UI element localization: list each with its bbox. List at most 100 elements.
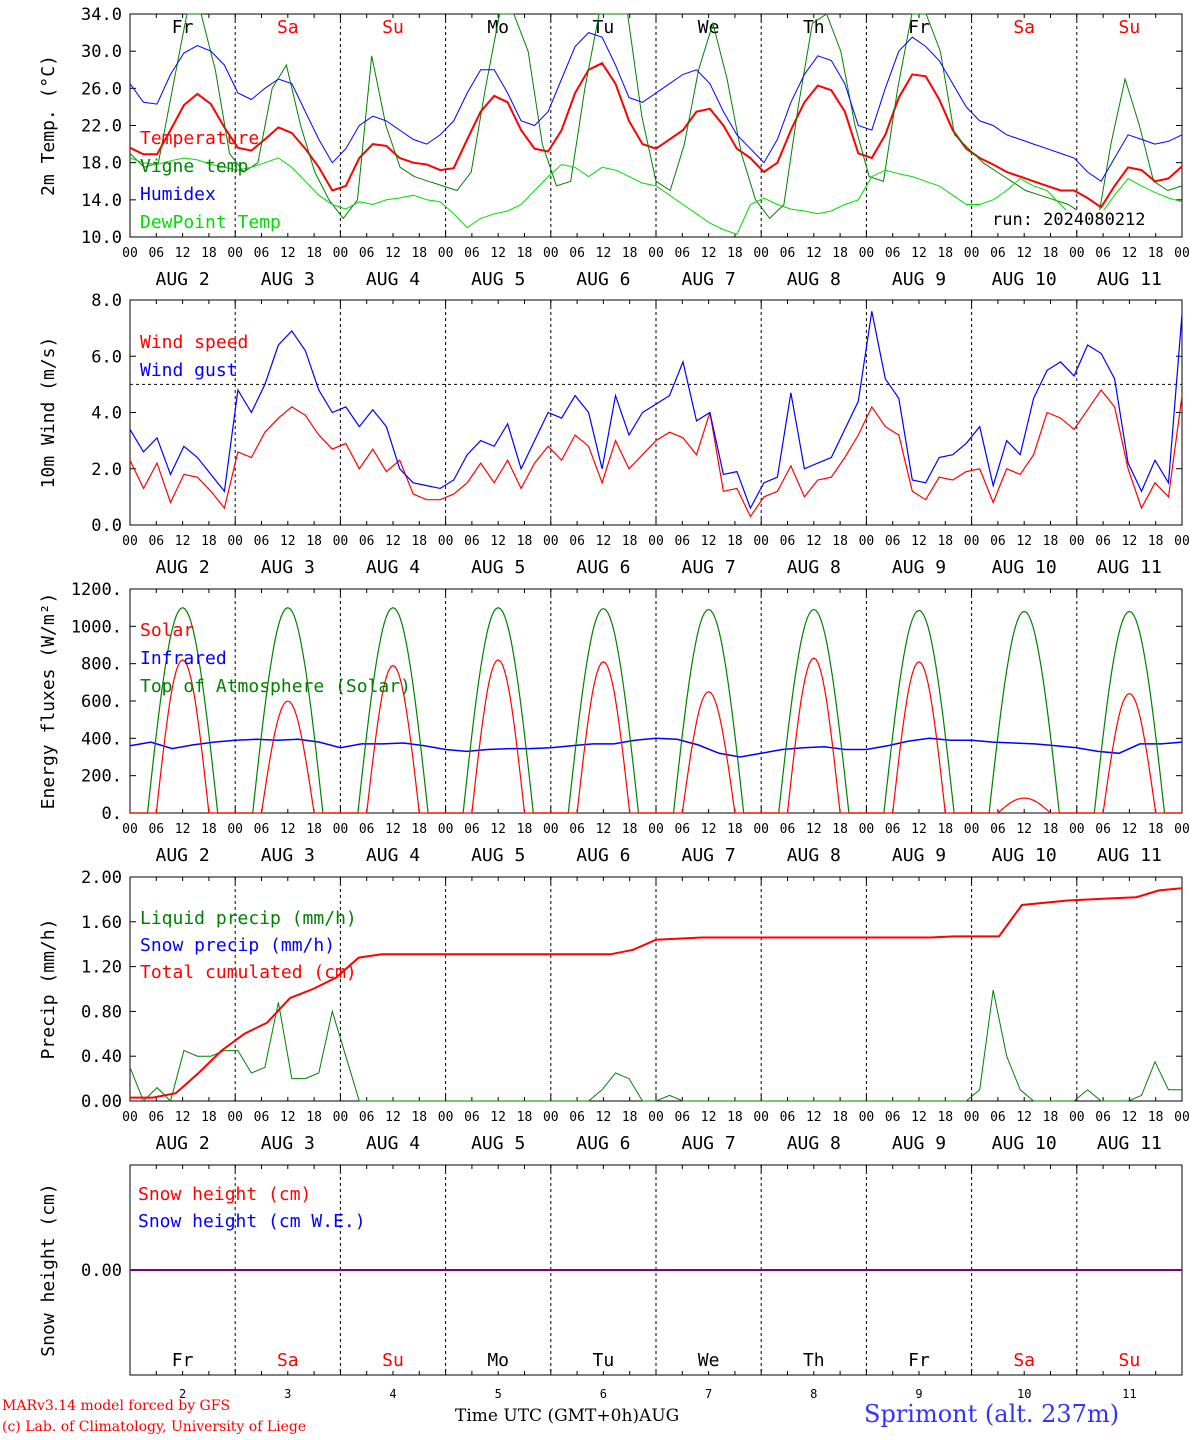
panel-3-hour-label: 18 bbox=[517, 822, 533, 837]
panel-4-date-label: AUG 4 bbox=[366, 1133, 420, 1154]
panel-3-hour-label: 12 bbox=[596, 822, 612, 837]
panel-2-date-label: AUG 7 bbox=[682, 557, 736, 578]
weekday-label-top: Su bbox=[1119, 17, 1141, 38]
panel-3-hour-label: 06 bbox=[990, 822, 1006, 837]
panel-1-hour-label: 12 bbox=[385, 246, 401, 261]
panel-4-hour-label: 12 bbox=[1122, 1110, 1138, 1125]
wind-series-wind-gust bbox=[129, 311, 1183, 510]
panel-1-date-label: AUG 3 bbox=[261, 269, 315, 290]
weekday-label-top: Fr bbox=[908, 17, 930, 38]
panel-2-hour-label: 00 bbox=[964, 534, 980, 549]
panel-3-y-tick-label: 1200. bbox=[71, 580, 122, 600]
temp-series-temperature bbox=[129, 61, 1183, 209]
panel-2-date-label: AUG 3 bbox=[261, 557, 315, 578]
panel-2-date-label: AUG 8 bbox=[787, 557, 841, 578]
panel-1-hour-label: 18 bbox=[937, 246, 953, 261]
panel-4-hour-label: 12 bbox=[596, 1110, 612, 1125]
panel-2-hour-label: 06 bbox=[885, 534, 901, 549]
panel-2-hour-label: 00 bbox=[438, 534, 454, 549]
weekday-label-bottom: Su bbox=[1119, 1350, 1141, 1371]
panel-3-y-tick-label: 0. bbox=[102, 804, 122, 824]
panel-4-hour-label: 06 bbox=[254, 1110, 270, 1125]
panel-3-hour-label: 12 bbox=[175, 822, 191, 837]
panel-4-hour-label: 06 bbox=[1095, 1110, 1111, 1125]
panel-1-hour-label: 18 bbox=[832, 246, 848, 261]
panel-2-date-label: AUG 9 bbox=[892, 557, 946, 578]
panel-1-hour-label: 18 bbox=[411, 246, 427, 261]
legend-entry: Snow precip (mm/h) bbox=[140, 935, 335, 956]
panel-3-hour-label: 00 bbox=[648, 822, 664, 837]
panel-2-y-tick-label: 4.0 bbox=[91, 404, 122, 424]
panel-1-date-label: AUG 10 bbox=[992, 269, 1057, 290]
panel-1-date-label: AUG 4 bbox=[366, 269, 420, 290]
panel-3-hour-label: 12 bbox=[911, 822, 927, 837]
panel-3-hour-label: 00 bbox=[753, 822, 769, 837]
panel-3-date-label: AUG 2 bbox=[156, 845, 210, 866]
panel-3-hour-label: 18 bbox=[201, 822, 217, 837]
panel-2-frame bbox=[129, 299, 1183, 526]
panel-1-hour-label: 18 bbox=[306, 246, 322, 261]
panel-4-date-label: AUG 10 bbox=[992, 1133, 1057, 1154]
weekday-label-bottom: Su bbox=[382, 1350, 404, 1371]
panel-4-hour-label: 00 bbox=[648, 1110, 664, 1125]
temp-series-dewpoint-temp bbox=[129, 157, 1183, 235]
panel-3-y-tick-label: 400. bbox=[81, 729, 122, 749]
weekday-label-top: Sa bbox=[277, 17, 299, 38]
energy-series-infrared bbox=[129, 737, 1183, 758]
panel-1-hour-label: 00 bbox=[543, 246, 559, 261]
panel-4-hour-label: 18 bbox=[306, 1110, 322, 1125]
panel-1-date-label: AUG 7 bbox=[682, 269, 736, 290]
panel-1-date-label: AUG 6 bbox=[576, 269, 630, 290]
panel-2-hour-label: 06 bbox=[148, 534, 164, 549]
panel-1-date-label: AUG 11 bbox=[1097, 269, 1162, 290]
panel-4-hour-label: 00 bbox=[122, 1110, 138, 1125]
panel-2-hour-label: 18 bbox=[1148, 534, 1164, 549]
panel-2-y-tick-label: 8.0 bbox=[91, 291, 122, 311]
temp-series-vigne-temp bbox=[129, 13, 1183, 229]
x-axis-month: AUG bbox=[639, 1406, 680, 1426]
legend-entry: Total cumulated (cm) bbox=[140, 962, 357, 983]
panel-1-hour-label: 00 bbox=[964, 246, 980, 261]
panel-3-hour-label: 06 bbox=[148, 822, 164, 837]
panel-4-hour-label: 06 bbox=[990, 1110, 1006, 1125]
panel-4-hour-label: 18 bbox=[201, 1110, 217, 1125]
legend-entry: DewPoint Temp bbox=[140, 212, 281, 233]
panel-1-hour-label: 06 bbox=[674, 246, 690, 261]
panel-1-hour-label: 06 bbox=[464, 246, 480, 261]
panel-4-hour-label: 12 bbox=[280, 1110, 296, 1125]
weekday-label-bottom: Mo bbox=[487, 1350, 509, 1371]
weekday-label-top: Mo bbox=[487, 17, 509, 38]
weekday-label-bottom: Fr bbox=[172, 1350, 194, 1371]
panel-2-date-label: AUG 2 bbox=[156, 557, 210, 578]
panel-2-hour-label: 12 bbox=[175, 534, 191, 549]
panel-2-hour-label: 06 bbox=[780, 534, 796, 549]
panel-3-y-tick-label: 1000. bbox=[71, 617, 122, 637]
day-number-label: 11 bbox=[1122, 1387, 1136, 1401]
panel-3-hour-label: 00 bbox=[227, 822, 243, 837]
legend-entry: Solar bbox=[140, 620, 194, 641]
panel-2-hour-label: 18 bbox=[517, 534, 533, 549]
weekday-label-bottom: Fr bbox=[908, 1350, 930, 1371]
panel-2-hour-label: 00 bbox=[859, 534, 875, 549]
panel-4-hour-label: 18 bbox=[1043, 1110, 1059, 1125]
x-axis-title: Time UTC (GMT+0h)AUG bbox=[455, 1406, 679, 1426]
panel-2-hour-label: 12 bbox=[1122, 534, 1138, 549]
panel-1-hour-label: 18 bbox=[1043, 246, 1059, 261]
panel-2-y-tick-label: 0.0 bbox=[91, 516, 122, 536]
weekday-label-bottom: Tu bbox=[593, 1350, 615, 1371]
panel-3-hour-label: 12 bbox=[806, 822, 822, 837]
wind-series-wind-speed bbox=[129, 388, 1183, 518]
panel-4-date-label: AUG 8 bbox=[787, 1133, 841, 1154]
panel-2-date-label: AUG 5 bbox=[471, 557, 525, 578]
panel-4-hour-label: 18 bbox=[622, 1110, 638, 1125]
panel-1-y-tick-label: 18.0 bbox=[81, 154, 122, 174]
panel-4-hour-label: 12 bbox=[1016, 1110, 1032, 1125]
x-axis-title-text: Time UTC (GMT+0h) bbox=[455, 1406, 640, 1426]
panel-3-date-label: AUG 9 bbox=[892, 845, 946, 866]
panel-4-hour-label: 00 bbox=[438, 1110, 454, 1125]
panel-2-hour-label: 12 bbox=[701, 534, 717, 549]
weekday-label-top: Sa bbox=[1013, 17, 1035, 38]
panel-5-y-axis-label: Snow height (cm) bbox=[38, 1183, 59, 1356]
panel-1-hour-label: 06 bbox=[990, 246, 1006, 261]
